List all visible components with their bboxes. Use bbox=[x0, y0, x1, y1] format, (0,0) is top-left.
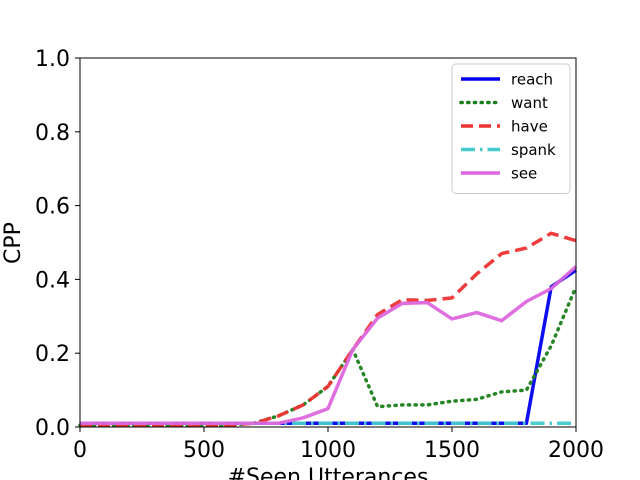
x-axis-ticks: 0 500 1000 1500 2000 bbox=[73, 427, 604, 463]
legend-label-want: want bbox=[511, 94, 548, 112]
y-axis-label: CPP bbox=[1, 222, 26, 264]
y-tick-label: 1.0 bbox=[35, 47, 70, 72]
series-line-see bbox=[80, 265, 578, 426]
legend-label-have: have bbox=[511, 118, 548, 136]
x-tick-label: 0 bbox=[73, 438, 87, 463]
y-tick-label: 0.2 bbox=[35, 342, 70, 367]
x-tick-label: 500 bbox=[183, 438, 225, 463]
x-tick-label: 1500 bbox=[424, 438, 480, 463]
y-axis-ticks: 0.0 0.2 0.4 0.6 0.8 1.0 bbox=[35, 47, 80, 441]
x-tick-label: 2000 bbox=[548, 438, 604, 463]
legend-label-reach: reach bbox=[511, 71, 553, 89]
y-tick-label: 0.6 bbox=[35, 195, 70, 220]
y-tick-label: 0.8 bbox=[35, 121, 70, 146]
x-tick-label: 1000 bbox=[300, 438, 356, 463]
legend: reach want have spank see bbox=[451, 63, 571, 194]
series-line-have bbox=[80, 231, 577, 427]
legend-label-spank: spank bbox=[511, 141, 556, 159]
legend-label-see: see bbox=[511, 165, 537, 183]
series-layer bbox=[78, 231, 578, 427]
legend-box bbox=[451, 63, 571, 194]
axes-spines bbox=[79, 57, 577, 428]
y-tick-label: 0.0 bbox=[35, 416, 70, 441]
x-axis-label: #Seen Utterances bbox=[228, 465, 429, 480]
y-tick-label: 0.4 bbox=[35, 268, 70, 293]
